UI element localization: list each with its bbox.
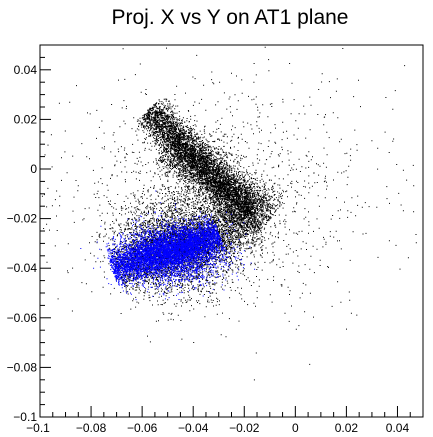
x-tick-label: −0.06 [127, 421, 158, 435]
y-tick-label: −0.06 [7, 311, 38, 325]
series-0-points [41, 46, 417, 381]
y-axis: −0.1 −0.08 −0.06 −0.04 −0.02 0 0.02 0.04 [7, 44, 51, 424]
x-tick-label: −0.1 [26, 421, 50, 435]
series-1-points [80, 190, 256, 301]
y-tick-label: −0.08 [7, 360, 38, 374]
x-axis: −0.1 −0.08 −0.06 −0.04 −0.02 0 0.02 0.04 [26, 406, 424, 435]
y-tick-label: 0.02 [14, 112, 38, 126]
points-layer [41, 46, 417, 381]
x-tick-label: 0.02 [335, 421, 359, 435]
y-tick-label: 0 [30, 162, 37, 176]
y-tick-label: −0.1 [13, 410, 37, 424]
x-tick-label: 0 [292, 421, 299, 435]
chart-title: Proj. X vs Y on AT1 plane [112, 6, 349, 29]
y-tick-label: −0.02 [7, 212, 38, 226]
x-tick-label: −0.02 [229, 421, 260, 435]
y-tick-label: 0.04 [14, 63, 38, 77]
x-tick-label: 0.04 [386, 421, 410, 435]
x-tick-label: −0.04 [178, 421, 209, 435]
y-tick-label: −0.04 [7, 261, 38, 275]
x-tick-label: −0.08 [76, 421, 107, 435]
